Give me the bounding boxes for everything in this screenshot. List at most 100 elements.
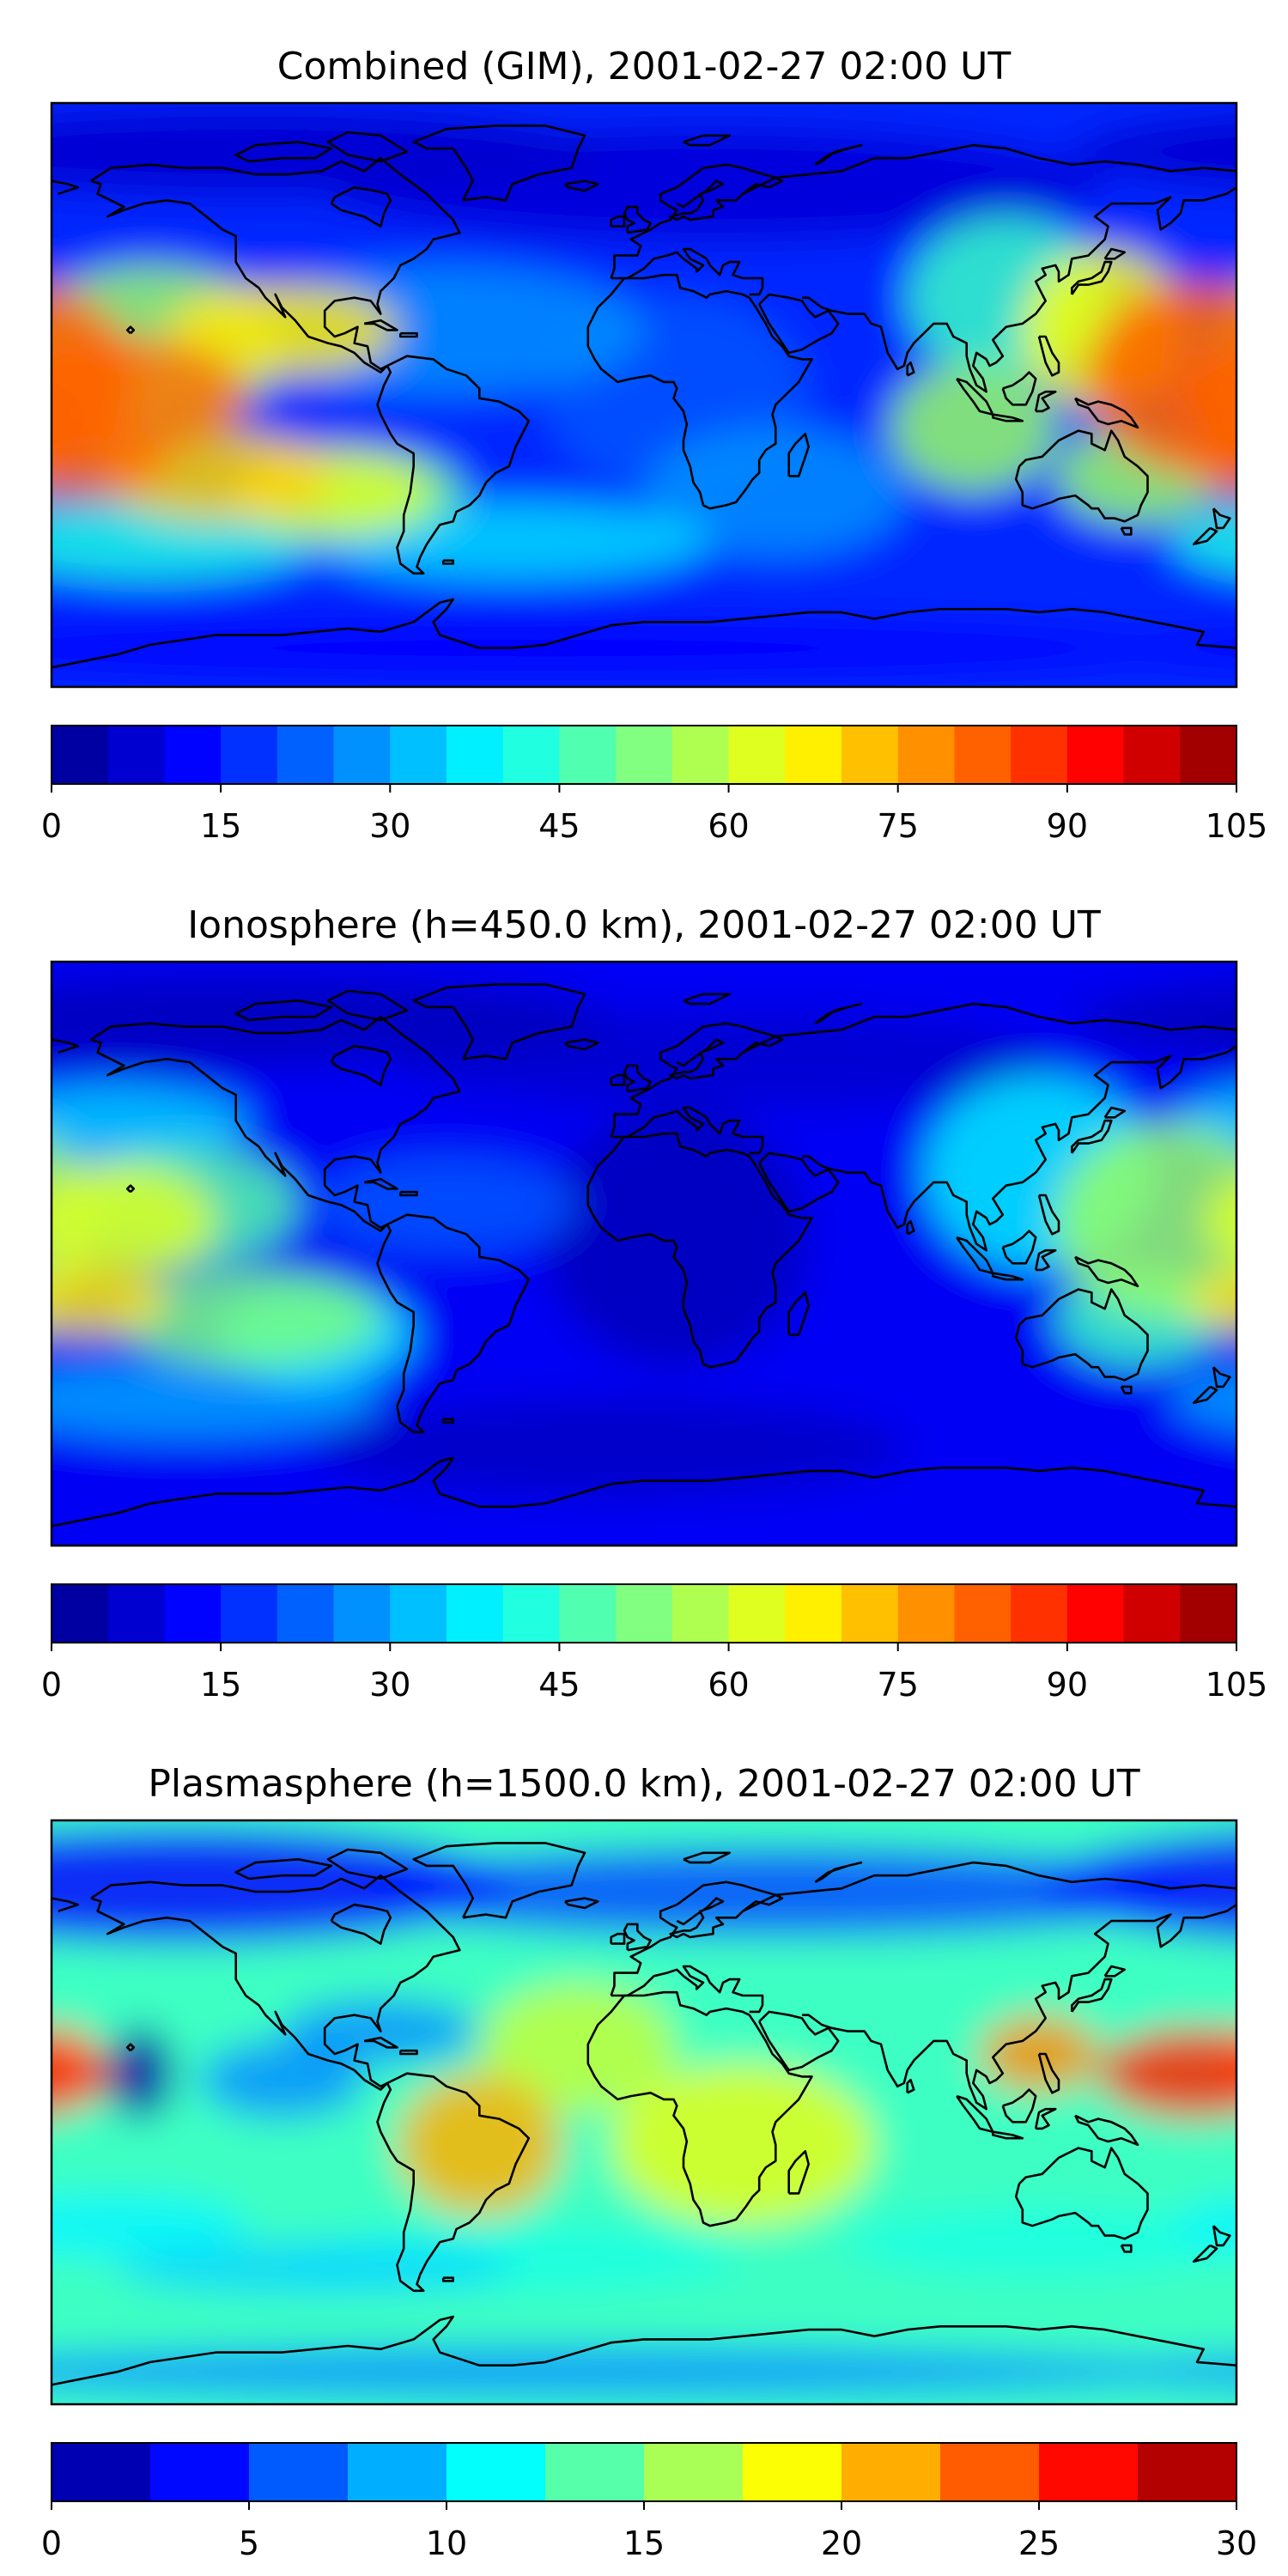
coastline <box>376 2072 531 2293</box>
colorbar-frame <box>51 725 1237 785</box>
coastline <box>1103 1965 1126 1978</box>
tec-region <box>1072 981 1236 1059</box>
colorbar-ticks: 0 15 30 45 60 75 90 105 <box>41 1666 1267 1704</box>
tec-region <box>52 615 1204 681</box>
tec-region <box>1203 1177 1236 1265</box>
map-title: Plasmasphere (h=1500.0 km), 2001-02-27 0… <box>148 1762 1139 1806</box>
tec-region <box>117 2242 513 2294</box>
coastline <box>992 413 1024 422</box>
coastline <box>610 215 626 228</box>
coastline <box>956 2094 994 2133</box>
tec-region <box>117 1269 381 1368</box>
coastline <box>1071 260 1113 295</box>
colorbar-tick-label: 10 <box>426 2524 467 2562</box>
tec-region <box>0 616 19 681</box>
tec-region <box>1072 2354 1236 2390</box>
coastline <box>586 273 813 510</box>
coastline <box>906 1219 915 1236</box>
tec-region <box>314 1400 908 1498</box>
tec-region <box>52 2032 111 2116</box>
coastline <box>802 1045 1236 1252</box>
colorbar-tick-label: 15 <box>200 1666 241 1704</box>
tec-map <box>0 1820 1236 2404</box>
colorbar-segment <box>1180 1584 1237 1643</box>
coastline <box>412 125 586 202</box>
colorbar-segment <box>1180 726 1237 784</box>
coastline <box>1001 371 1037 406</box>
colorbar-segment <box>841 2443 941 2501</box>
tec-region <box>1039 1832 1236 1939</box>
colorbar-segment <box>644 2443 744 2501</box>
tec-region <box>199 2040 365 2119</box>
coastline <box>787 432 811 477</box>
coastlines <box>52 1842 1236 2386</box>
coastline <box>802 1904 1236 2111</box>
colorbar-segment <box>447 1584 504 1643</box>
colorbar-segment <box>390 726 447 784</box>
coastline <box>742 1861 1236 1912</box>
colorbar-tick-label: 15 <box>200 807 241 845</box>
coastline <box>398 1190 418 1197</box>
colorbar-segment <box>52 726 109 784</box>
coastline <box>90 1874 461 2091</box>
tec-region <box>52 1163 216 1280</box>
colorbar-segment <box>785 726 842 784</box>
coastlines <box>52 983 1236 1528</box>
coastline <box>1192 526 1218 546</box>
colorbar-tick-label: 90 <box>1047 807 1088 845</box>
tec-region <box>107 2027 173 2119</box>
colorbar-segment <box>1123 1584 1181 1643</box>
panel-combined: Combined (GIM), 2001-02-27 02:00 UT 0 15… <box>0 45 1268 845</box>
tec-map <box>52 962 1236 1546</box>
coastline <box>441 2276 455 2282</box>
colorbar-segment <box>221 726 278 784</box>
coastline <box>1037 2052 1060 2094</box>
colorbar-segment <box>52 1584 109 1643</box>
coastline <box>52 598 1236 669</box>
coastline <box>787 2150 811 2195</box>
coastline <box>1074 1255 1139 1288</box>
coastline <box>1192 2244 1218 2263</box>
coastline <box>610 1022 784 1138</box>
coastline <box>683 993 732 1005</box>
colorbar-segment <box>1039 2443 1139 2501</box>
tec-region <box>0 428 35 525</box>
coastline <box>1103 1106 1126 1119</box>
coastline <box>802 186 1236 393</box>
coastline <box>1074 397 1139 429</box>
colorbar-segment <box>447 726 504 784</box>
tec-region <box>479 1982 677 2112</box>
coastline <box>956 377 994 416</box>
coastline <box>234 141 333 163</box>
colorbar-segment <box>897 726 956 784</box>
colorbar-tick-label: 45 <box>538 807 580 845</box>
colorbar-segment <box>333 726 391 784</box>
coastline <box>234 1858 333 1880</box>
tec-region <box>52 106 611 197</box>
colorbar-tick-label: 30 <box>369 807 410 845</box>
colorbar-segment <box>559 726 617 784</box>
coastline <box>1074 2114 1139 2147</box>
tec-region <box>1170 2197 1236 2254</box>
colorbar-segment <box>1123 726 1181 784</box>
map-title: Ionosphere (h=450.0 km), 2001-02-27 02:0… <box>187 903 1101 947</box>
tec-region <box>545 1108 809 1368</box>
tec-region <box>397 2073 562 2216</box>
coastline <box>564 179 599 192</box>
tec-region <box>1055 1123 1236 1319</box>
coastline <box>363 1177 398 1190</box>
coastline <box>52 1456 1236 1528</box>
tec-region <box>347 1846 1204 1937</box>
coastline <box>125 325 136 335</box>
tec-region <box>0 1846 19 1937</box>
coastline <box>758 1151 840 1213</box>
colorbar-tick-label: 105 <box>1206 807 1268 845</box>
colorbar-segment <box>785 1584 842 1643</box>
coastline <box>125 2043 136 2052</box>
coastline <box>1071 1978 1113 2013</box>
coastline <box>1103 247 1126 260</box>
coastline <box>1014 2147 1149 2240</box>
tec-field <box>0 1820 1236 2404</box>
coastline <box>564 1038 599 1051</box>
coastline <box>1001 2088 1037 2123</box>
